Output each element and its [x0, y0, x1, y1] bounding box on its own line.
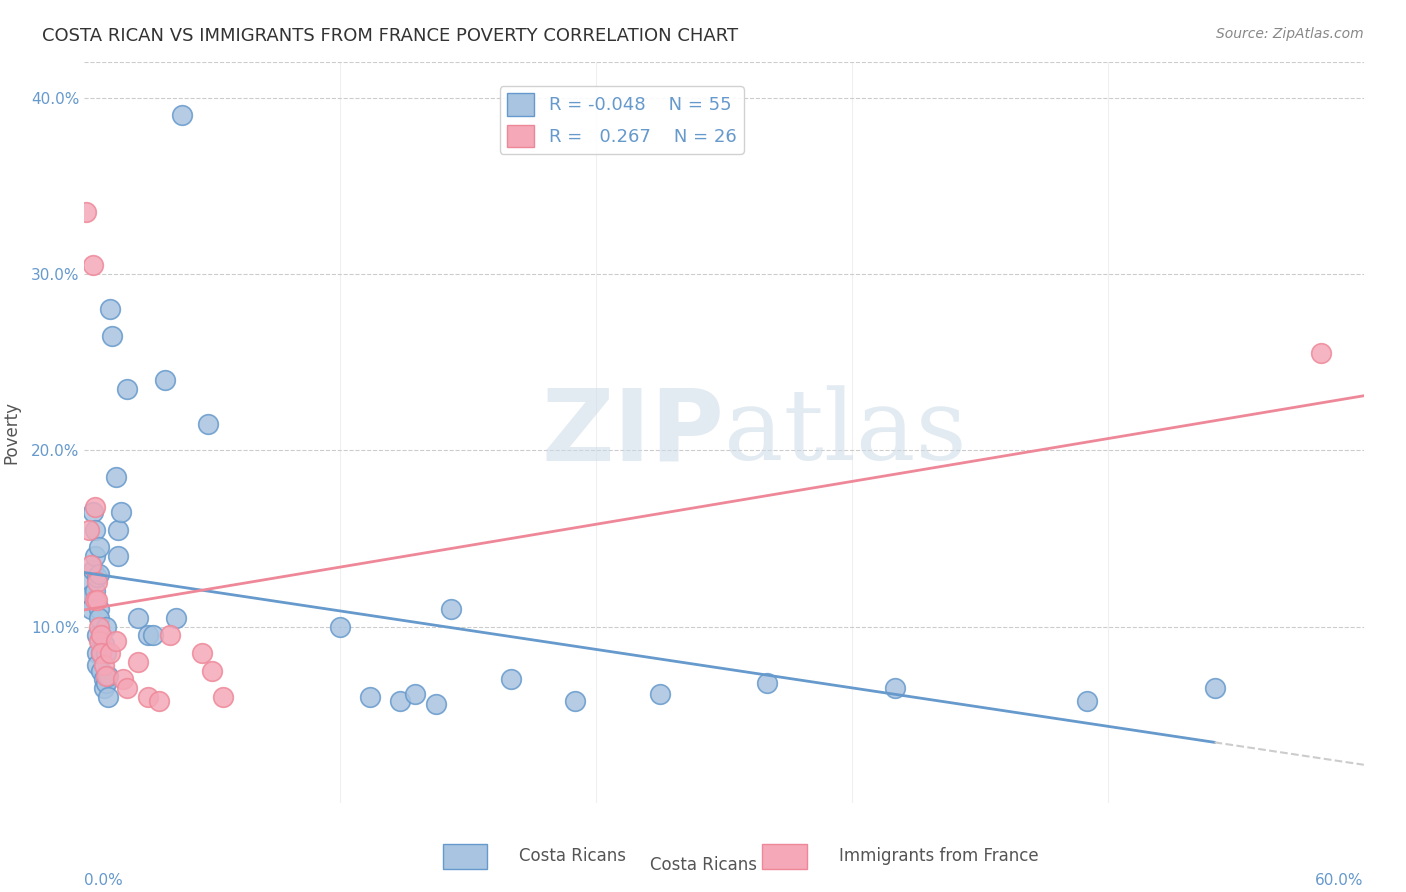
Point — [86, 593, 108, 607]
Point — [94, 646, 117, 660]
Point — [127, 610, 149, 624]
Point — [111, 673, 134, 687]
Point — [76, 205, 98, 219]
Point — [212, 690, 235, 704]
Point — [82, 505, 104, 519]
Point — [93, 673, 115, 687]
Point — [84, 523, 107, 537]
Point — [89, 619, 111, 633]
Point — [80, 558, 103, 572]
Point — [883, 681, 905, 696]
Point — [138, 628, 160, 642]
Point — [105, 633, 128, 648]
Point — [1310, 346, 1333, 360]
Point — [107, 523, 129, 537]
Point — [90, 628, 112, 642]
Point — [90, 664, 112, 678]
Legend: R = -0.048    N = 55, R =   0.267    N = 26: R = -0.048 N = 55, R = 0.267 N = 26 — [501, 87, 744, 153]
Point — [440, 602, 463, 616]
Point — [142, 628, 165, 642]
Point — [86, 570, 108, 584]
Point — [86, 658, 108, 673]
Point — [155, 373, 177, 387]
Point — [98, 302, 121, 317]
Point — [650, 686, 672, 700]
Y-axis label: Poverty: Poverty — [1, 401, 20, 464]
Point — [388, 693, 411, 707]
Point — [77, 575, 100, 590]
Point — [82, 258, 104, 272]
Point — [165, 610, 187, 624]
Point — [1076, 693, 1098, 707]
Text: ZIP: ZIP — [541, 384, 724, 481]
Point — [93, 681, 115, 696]
Point — [77, 523, 100, 537]
Point — [107, 549, 129, 563]
Text: 0.0%: 0.0% — [84, 873, 124, 888]
Point — [89, 540, 111, 554]
Text: atlas: atlas — [724, 384, 967, 481]
Point — [90, 628, 112, 642]
Point — [86, 628, 108, 642]
Point — [80, 602, 103, 616]
Point — [76, 593, 98, 607]
Point — [1204, 681, 1226, 696]
Point — [89, 633, 111, 648]
Point — [101, 328, 124, 343]
Point — [138, 690, 160, 704]
Point — [190, 646, 212, 660]
Point — [172, 108, 194, 122]
Point — [86, 646, 108, 660]
Point — [84, 584, 107, 599]
Text: COSTA RICAN VS IMMIGRANTS FROM FRANCE POVERTY CORRELATION CHART: COSTA RICAN VS IMMIGRANTS FROM FRANCE PO… — [42, 27, 738, 45]
Point — [89, 610, 111, 624]
Text: Immigrants from France: Immigrants from France — [839, 847, 1039, 865]
Point — [110, 505, 132, 519]
Point — [94, 619, 117, 633]
Point — [148, 693, 170, 707]
Point — [755, 676, 778, 690]
Point — [564, 693, 586, 707]
FancyBboxPatch shape — [443, 844, 488, 870]
Point — [84, 549, 107, 563]
FancyBboxPatch shape — [762, 844, 807, 870]
Point — [127, 655, 149, 669]
Point — [89, 566, 111, 581]
Point — [82, 563, 104, 577]
Point — [84, 593, 107, 607]
Point — [329, 619, 352, 633]
Point — [86, 575, 108, 590]
Point — [404, 686, 426, 700]
Point — [90, 646, 112, 660]
Point — [84, 500, 107, 514]
Point — [97, 690, 120, 704]
Point — [94, 676, 117, 690]
Point — [499, 673, 522, 687]
Text: 60.0%: 60.0% — [1316, 873, 1364, 888]
Point — [115, 382, 138, 396]
Point — [93, 658, 115, 673]
Point — [93, 637, 115, 651]
Text: Costa Ricans: Costa Ricans — [519, 847, 627, 865]
Point — [197, 417, 219, 431]
Point — [425, 697, 447, 711]
Point — [201, 664, 224, 678]
Point — [159, 628, 181, 642]
Text: Source: ZipAtlas.com: Source: ZipAtlas.com — [1216, 27, 1364, 41]
Point — [90, 646, 112, 660]
Point — [359, 690, 381, 704]
Point — [97, 669, 120, 683]
Point — [115, 681, 138, 696]
Point — [89, 602, 111, 616]
Point — [105, 469, 128, 483]
Point — [98, 646, 121, 660]
Point — [80, 588, 103, 602]
Text: Costa Ricans: Costa Ricans — [650, 856, 756, 874]
Point — [94, 669, 117, 683]
